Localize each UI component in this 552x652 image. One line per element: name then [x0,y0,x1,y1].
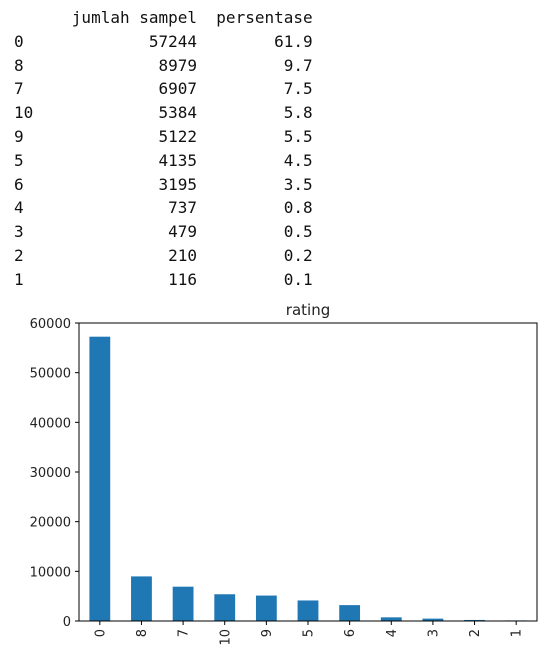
row-index: 6 [14,174,24,194]
bar-8 [131,576,152,621]
row-count: 737 [168,198,198,218]
bar-9 [255,595,277,621]
y-tick-label: 20000 [30,516,71,531]
row-count: 57244 [148,31,198,51]
table-row: 0 57244 61.9 [14,32,313,51]
plot-frame [78,322,538,622]
bar-6 [339,605,361,621]
row-count: 116 [168,269,198,289]
row-percent: 4.5 [283,150,313,170]
table-row: 10 5384 5.8 [14,103,313,122]
row-index: 3 [14,222,24,242]
table-row: 3 479 0.5 [14,222,313,241]
row-index: 1 [14,269,24,289]
table-row: 1 116 0.1 [14,270,313,289]
row-index: 0 [14,31,24,51]
x-tick-label: 1 [510,629,525,637]
row-index: 9 [14,126,24,146]
x-tick-label: 4 [385,629,400,637]
row-index: 7 [14,79,24,99]
row-count: 4135 [158,150,198,170]
table-row: 7 6907 7.5 [14,79,313,98]
rating-bar-chart: rating 0 10000 20000 30000 40000 50000 60000 0 8 7… [30,301,538,646]
row-percent: 0.5 [283,222,313,242]
row-percent: 0.8 [283,198,313,218]
y-tick-label: 30000 [30,466,71,481]
table-row: 9 5122 5.5 [14,127,313,146]
y-tick-label: 10000 [30,565,71,580]
x-tick-label: 0 [93,629,108,637]
y-tick-label: 40000 [30,416,71,431]
bar-2 [464,619,485,621]
x-tick-label: 5 [302,629,317,637]
table-row: 5 4135 4.5 [14,151,313,170]
column-header-percent: persentase [216,8,313,27]
row-percent: 61.9 [274,31,313,51]
row-index: 5 [14,150,24,170]
row-percent: 7.5 [283,79,313,99]
x-tick-label: 7 [177,629,192,637]
row-percent: 9.7 [283,55,313,75]
bar-3 [422,618,444,621]
x-tick-label: 10 [218,629,233,646]
column-header-count: jumlah sampel [71,8,198,27]
row-count: 479 [168,222,198,242]
table-row: 2 210 0.2 [14,246,313,265]
row-index: 10 [14,103,34,123]
chart-title: rating [286,301,330,319]
row-count: 3195 [158,174,198,194]
value-counts-table: jumlah sampel persentase 0 57244 61.9 8 … [14,6,313,292]
table-row: 8 8979 9.7 [14,56,313,75]
row-count: 6907 [158,79,198,99]
x-tick-label: 6 [343,629,358,637]
table-row: 6 3195 3.5 [14,175,313,194]
row-count: 210 [168,245,198,265]
bar-0 [89,336,111,621]
x-tick-label: 8 [135,629,150,637]
row-percent: 3.5 [283,174,313,194]
bar-4 [380,617,402,621]
row-percent: 0.2 [283,245,313,265]
row-index: 8 [14,55,24,75]
table-row: 4 737 0.8 [14,198,313,217]
bar-7 [172,586,194,621]
row-percent: 5.5 [283,126,313,146]
row-count: 5384 [158,103,198,123]
row-count: 8979 [158,55,198,75]
y-tick-label: 0 [63,615,71,630]
row-index: 4 [14,198,24,218]
x-tick-label: 2 [468,629,483,637]
bar-5 [297,600,319,621]
y-tick-label: 50000 [30,367,71,382]
x-tick-label: 3 [426,629,441,637]
row-percent: 5.8 [283,103,313,123]
y-tick-label: 60000 [30,317,71,332]
row-index: 2 [14,245,24,265]
row-count: 5122 [158,126,198,146]
x-tick-label: 9 [260,629,275,637]
row-percent: 0.1 [283,269,313,289]
bar-10 [214,594,236,621]
